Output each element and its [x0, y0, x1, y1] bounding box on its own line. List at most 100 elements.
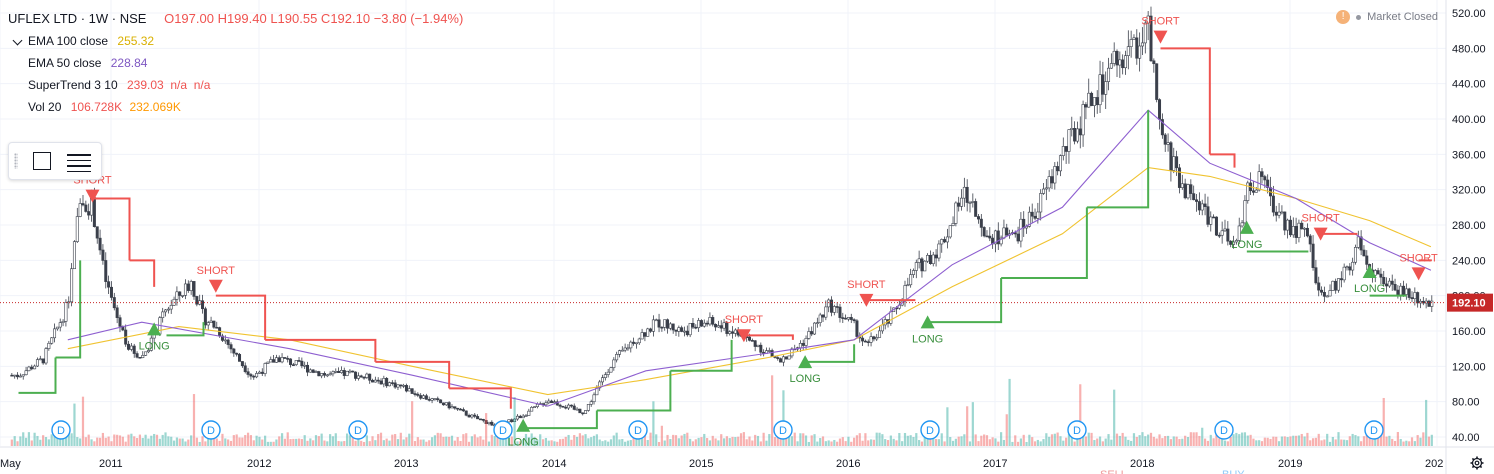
volume-bar — [170, 436, 173, 446]
volume-bar — [42, 435, 45, 446]
volume-bar — [1269, 438, 1272, 446]
rectangle-tool-icon[interactable] — [33, 152, 51, 170]
candle-body — [945, 236, 949, 243]
dividend-marker[interactable]: D — [628, 420, 648, 440]
dividend-marker[interactable]: D — [348, 420, 368, 440]
dividend-marker-circle — [493, 420, 513, 440]
volume-bar — [940, 433, 943, 446]
candle-body — [212, 320, 216, 328]
volume-bar — [923, 433, 926, 446]
dividend-marker[interactable]: D — [201, 420, 221, 440]
volume-bar — [556, 441, 559, 446]
volume-bar — [1079, 384, 1082, 446]
volume-bar — [1376, 437, 1380, 446]
volume-bar — [1175, 436, 1178, 446]
volume-bar — [686, 432, 689, 446]
dividend-marker-label: D — [779, 425, 787, 437]
volume-bar — [212, 437, 216, 446]
volume-bar — [1198, 435, 1201, 446]
candle-body — [988, 235, 992, 239]
volume-bar — [158, 438, 161, 446]
warning-icon[interactable]: ! — [1336, 10, 1351, 24]
candle-body — [807, 331, 811, 339]
volume-bar — [937, 439, 941, 446]
candle-body — [1325, 295, 1329, 298]
candle-body — [269, 359, 273, 363]
candle-body — [974, 201, 978, 217]
volume-bar — [1221, 434, 1224, 446]
candle-body — [1087, 92, 1091, 108]
volume-bar — [991, 437, 994, 446]
volume-bar — [1110, 439, 1113, 446]
candle-body — [478, 418, 482, 421]
symbol-title[interactable]: UFLEX LTD · 1W · NSE — [8, 11, 147, 26]
volume-bar — [64, 436, 68, 446]
volume-bar — [229, 440, 233, 446]
volume-bar — [638, 439, 641, 446]
volume-bar — [776, 436, 779, 446]
volume-bar — [413, 441, 417, 446]
volume-bar — [1223, 440, 1227, 446]
candle-body — [699, 320, 703, 327]
x-tick-label: 2014 — [542, 458, 566, 470]
dividend-marker-circle — [1364, 420, 1384, 440]
candle-body — [719, 325, 723, 329]
candle-body — [626, 347, 630, 350]
settings-gear-icon[interactable] — [1470, 456, 1484, 470]
volume-bar — [821, 436, 825, 446]
volume-bar — [312, 440, 315, 446]
candle-body — [615, 354, 619, 361]
volume-bar — [425, 441, 428, 446]
volume-bar — [433, 435, 437, 446]
volume-bar — [371, 436, 374, 446]
indicator-supertrend[interactable]: SuperTrend 3 10 239.03 n/a n/a — [8, 74, 463, 96]
supertrend-down-line — [375, 360, 451, 389]
indicator-volume[interactable]: Vol 20 106.728K 232.069K — [8, 96, 463, 118]
candle-body — [846, 317, 850, 320]
volume-bar — [402, 439, 405, 446]
dividend-marker[interactable]: D — [920, 420, 940, 440]
volume-bar — [1087, 432, 1090, 446]
dividend-marker[interactable]: D — [1067, 420, 1087, 440]
volume-bar — [1263, 437, 1266, 446]
menu-lines-icon[interactable] — [67, 151, 91, 172]
candle-body — [306, 364, 310, 373]
collapse-chevron-icon[interactable] — [12, 35, 23, 46]
candle-body — [436, 398, 440, 401]
candle-body — [993, 230, 997, 245]
dividend-marker[interactable]: D — [51, 420, 71, 440]
drag-handle-icon[interactable] — [14, 153, 18, 169]
candle-body — [1243, 200, 1247, 224]
candle-body — [962, 186, 966, 199]
candle-body — [1195, 199, 1199, 202]
candle-body — [354, 371, 358, 379]
candle-body — [677, 327, 681, 332]
candle-body — [535, 403, 539, 407]
candle-body — [220, 335, 224, 341]
volume-bar — [612, 435, 615, 446]
volume-bar — [929, 435, 932, 446]
volume-bar — [1073, 441, 1076, 446]
supertrend-down-line — [129, 259, 156, 287]
indicator-label: Vol 20 — [28, 100, 62, 114]
candle-body — [660, 326, 664, 329]
candle-body — [976, 216, 980, 220]
candle-body — [467, 414, 471, 418]
candle-body — [824, 306, 828, 318]
candle-body — [1348, 266, 1352, 271]
dividend-marker[interactable]: D — [1214, 420, 1234, 440]
dividend-marker[interactable]: D — [493, 420, 513, 440]
indicator-ema100[interactable]: EMA 100 close 255.32 — [8, 30, 463, 52]
x-tick-label: 2013 — [394, 458, 418, 470]
candle-body — [688, 322, 692, 336]
indicator-ema50[interactable]: EMA 50 close 228.84 — [8, 52, 463, 74]
dividend-marker[interactable]: D — [1364, 420, 1384, 440]
y-tick-label: 240.00 — [1452, 255, 1486, 267]
candle-body — [589, 401, 593, 405]
dividend-marker[interactable]: D — [773, 420, 793, 440]
candle-body — [999, 237, 1003, 245]
candle-body — [186, 283, 190, 291]
volume-bar — [81, 396, 85, 446]
volume-bar — [1320, 440, 1323, 446]
